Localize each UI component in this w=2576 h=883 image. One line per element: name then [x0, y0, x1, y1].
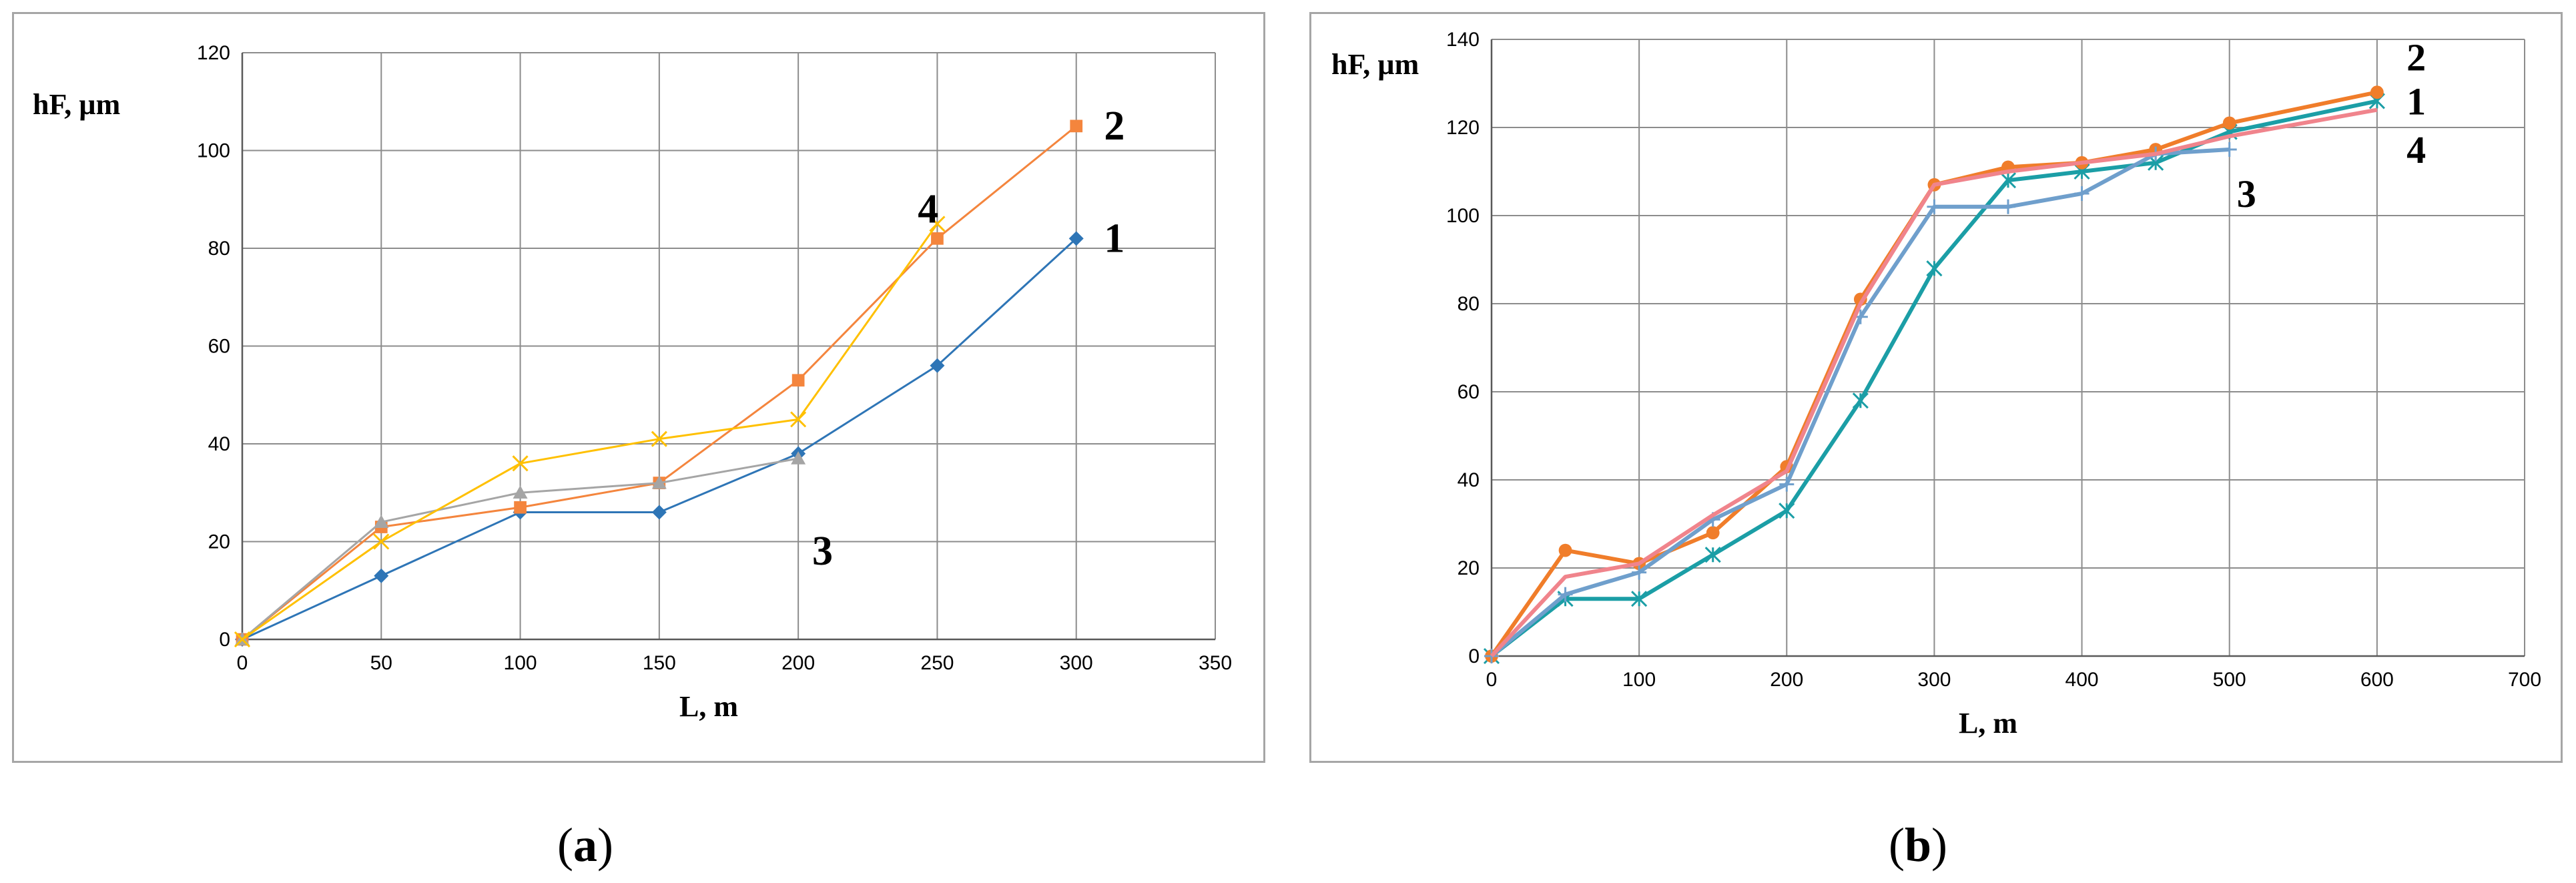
chart-a-x-tick-label: 250 [920, 652, 954, 674]
chart-a-series-label-4: 4 [918, 186, 938, 232]
chart-a-y-axis-title: hF, µm [33, 88, 120, 121]
chart-b-y-tick-label: 0 [1468, 645, 1480, 667]
chart-a-series-2-point [1070, 119, 1083, 133]
chart-b-y-tick-label: 20 [1458, 557, 1480, 579]
chart-b-x-tick-label: 100 [1622, 669, 1656, 691]
chart-b-series-1-point [1852, 392, 1869, 409]
chart-a-gridlines [242, 52, 1216, 640]
chart-b-y-tick-label: 80 [1458, 293, 1480, 315]
chart-b-x-tick-label: 0 [1486, 669, 1498, 691]
chart-b-series-1-point [1779, 503, 1795, 519]
chart-a-series-1-point [374, 568, 389, 583]
caption-b-letter: b [1904, 818, 1932, 872]
chart-b-series-2-point [1558, 543, 1572, 557]
chart-a-svg: 0 50 100 150 200 250 300 350 0 20 40 60 80 100 120 L, m… [33, 42, 1232, 723]
chart-a-series-4-point [234, 631, 251, 648]
chart-a-series-label-1: 1 [1104, 216, 1124, 261]
chart-b-series-3-point [1632, 565, 1647, 580]
chart-b-series-1-point [1631, 591, 1648, 607]
chart-a-y-tick-label: 60 [208, 336, 230, 358]
chart-b-x-tick-label: 700 [2508, 669, 2541, 691]
chart-a-series-label-2: 2 [1104, 103, 1124, 149]
chart-b-series-3-point [2222, 142, 2237, 157]
chart-a-series-1-point [651, 505, 667, 520]
chart-a-series-2-point [791, 374, 805, 387]
chart-a-y-tick-label: 120 [197, 42, 230, 64]
chart-a-series-4 [234, 216, 946, 648]
chart-a-series-1-point [1068, 231, 1084, 246]
chart-a-series-4-point [790, 411, 807, 428]
chart-b-series-4 [1490, 107, 2378, 658]
chart-b-x-tick-label: 300 [1917, 669, 1951, 691]
caption-a: (a) [557, 818, 613, 872]
chart-b-svg: 0 100 200 300 400 500 600 700 0 20 40 60 80 100 120 140… [1331, 29, 2541, 740]
chart-a-y-tick-label: 20 [208, 531, 230, 553]
chart-a-x-axis-title: L, m [679, 690, 738, 723]
chart-a-series-3-point [791, 451, 806, 465]
chart-b-y-tick-label: 120 [1446, 117, 1480, 139]
chart-a-series-4-point [929, 216, 946, 232]
chart-b-series-3-point [2001, 199, 2015, 214]
chart-a-x-tick-label: 50 [370, 652, 392, 674]
chart-panel-a: 0 50 100 150 200 250 300 350 0 20 40 60 80 100 120 L, m… [12, 12, 1265, 763]
chart-b-series-label-4: 4 [2406, 128, 2426, 172]
caption-a-letter: a [573, 818, 597, 872]
chart-a-x-tick-label: 350 [1199, 652, 1232, 674]
chart-b-series-2-point [1706, 526, 1720, 540]
chart-b-x-tick-label: 200 [1770, 669, 1803, 691]
chart-a-series-4-point [373, 533, 390, 550]
chart-b-x-tick-label: 600 [2360, 669, 2394, 691]
chart-a-y-tick-label: 80 [208, 238, 230, 260]
chart-b-series-1-point [1999, 172, 2017, 189]
chart-a-x-tick-label: 150 [643, 652, 676, 674]
chart-a-x-tick-label: 300 [1060, 652, 1093, 674]
chart-a-y-tick-label: 0 [219, 629, 230, 651]
chart-a-x-tick-label: 100 [504, 652, 537, 674]
chart-b-series-3-point [1558, 587, 1573, 602]
chart-b-series-4-line [1490, 107, 2378, 658]
chart-b-series-label-2: 2 [2406, 35, 2426, 79]
chart-a-series-3 [235, 451, 806, 645]
chart-b-series-2-point [2370, 85, 2384, 99]
chart-a-y-tick-label: 40 [208, 433, 230, 455]
chart-a-series-4-line [242, 223, 938, 641]
chart-b-y-tick-label: 40 [1458, 469, 1480, 491]
chart-a-series-2-point [514, 501, 527, 514]
caption-b: (b) [1889, 818, 1948, 872]
chart-a-series-4-point [512, 455, 529, 472]
chart-b-series-3-point [1779, 477, 1795, 492]
chart-a-x-tick-label: 200 [781, 652, 815, 674]
chart-b-y-tick-label: 60 [1458, 381, 1480, 403]
chart-b-series-1-line [1490, 99, 2378, 658]
chart-a-series-3-point [651, 475, 667, 489]
chart-b-x-tick-label: 400 [2065, 669, 2099, 691]
chart-b-x-axis-title: L, m [1959, 707, 2017, 740]
chart-b-y-tick-label: 100 [1446, 205, 1480, 227]
chart-a-series-4-point [651, 430, 667, 447]
chart-b-series-3-point [2074, 186, 2089, 201]
chart-a-y-tick-label: 100 [197, 140, 230, 162]
chart-b-series-label-1: 1 [2406, 79, 2426, 123]
chart-a-series-3-point [513, 485, 528, 499]
chart-b-series-1-point [1926, 260, 1943, 277]
chart-b-x-tick-label: 500 [2213, 669, 2246, 691]
chart-b-y-axis-title: hF, µm [1331, 48, 1419, 81]
chart-a-series-2-point [931, 232, 944, 245]
chart-b-gridlines [1491, 39, 2525, 657]
chart-b-series-label-3: 3 [2237, 172, 2256, 216]
chart-a-series-3-point [374, 515, 389, 528]
chart-b-series-1-point [1704, 547, 1721, 563]
chart-a-series-1-point [930, 358, 945, 373]
chart-b-series-2-point [2222, 116, 2236, 130]
chart-a-series-label-3: 3 [812, 529, 833, 574]
chart-b-series-3-point [1927, 199, 1942, 214]
chart-panel-b: 0 100 200 300 400 500 600 700 0 20 40 60 80 100 120 140… [1309, 12, 2563, 763]
chart-b-y-tick-label: 140 [1446, 29, 1480, 51]
chart-a-x-tick-label: 0 [237, 652, 248, 674]
